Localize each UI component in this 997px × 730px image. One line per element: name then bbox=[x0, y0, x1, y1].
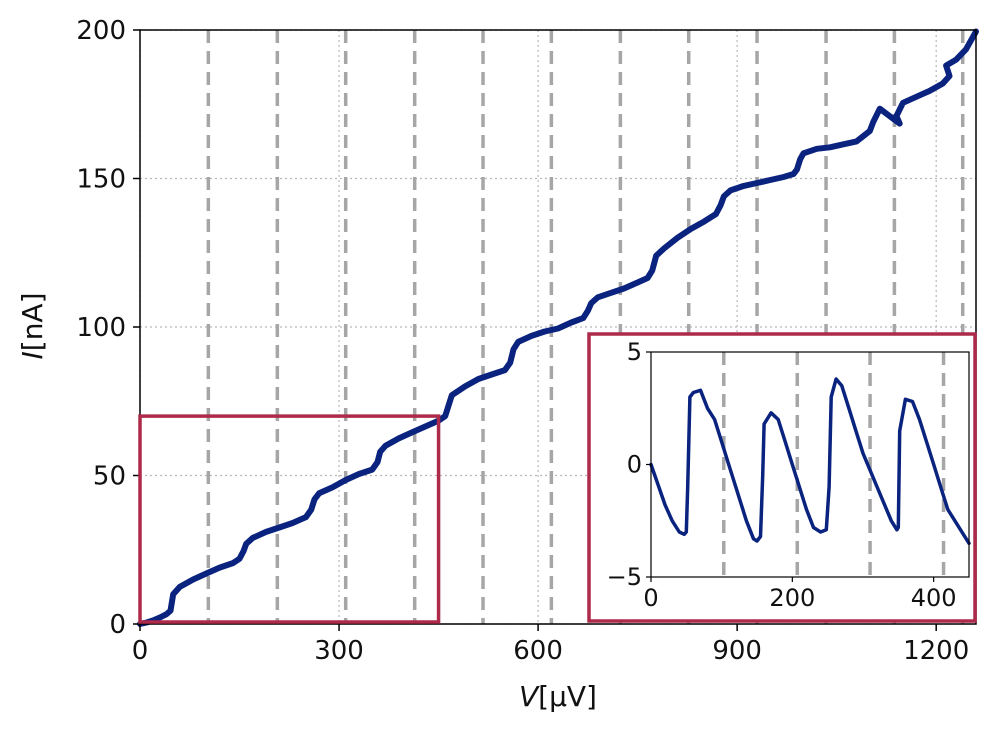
inset-x-tick-label: 400 bbox=[911, 584, 957, 612]
inset-x-tick-label: 200 bbox=[769, 584, 815, 612]
y-tick-label: 50 bbox=[93, 462, 126, 492]
inset-curve-layer bbox=[649, 377, 971, 546]
y-tick-label: 150 bbox=[76, 165, 126, 195]
x-tick-label: 600 bbox=[513, 636, 563, 666]
inset-y-tick-label: −5 bbox=[607, 563, 642, 591]
inset-curve-line bbox=[649, 377, 971, 546]
x-tick-label: 300 bbox=[314, 636, 364, 666]
y-tick-label: 100 bbox=[76, 313, 126, 343]
x-axis-title-unit: [μV] bbox=[538, 680, 597, 713]
x-axis-title: V[μV] bbox=[519, 680, 597, 713]
zoom-region-box bbox=[138, 414, 441, 624]
inset-axis-ticks: 0 200 400−505 bbox=[607, 338, 957, 612]
inset-x-tick-label: 0 bbox=[643, 584, 658, 612]
main-curve-layer bbox=[137, 28, 979, 627]
y-axis-title-main: I bbox=[16, 351, 49, 359]
inset-panel bbox=[587, 332, 977, 623]
y-axis-title: I[nA] bbox=[16, 292, 49, 359]
inset-step-lines bbox=[722, 352, 946, 577]
y-axis-title-unit: [nA] bbox=[16, 292, 49, 351]
x-tick-label: 900 bbox=[712, 636, 762, 666]
x-axis-title-main: V bbox=[519, 680, 540, 713]
inset-y-tick-label: 0 bbox=[627, 451, 642, 479]
inset-y-tick-label: 5 bbox=[627, 338, 642, 366]
x-tick-label: 1200 bbox=[903, 636, 969, 666]
x-tick-label: 0 bbox=[132, 636, 149, 666]
iv-curve-line bbox=[137, 28, 979, 627]
y-tick-label: 200 bbox=[76, 16, 126, 46]
y-tick-label: 0 bbox=[109, 610, 126, 640]
